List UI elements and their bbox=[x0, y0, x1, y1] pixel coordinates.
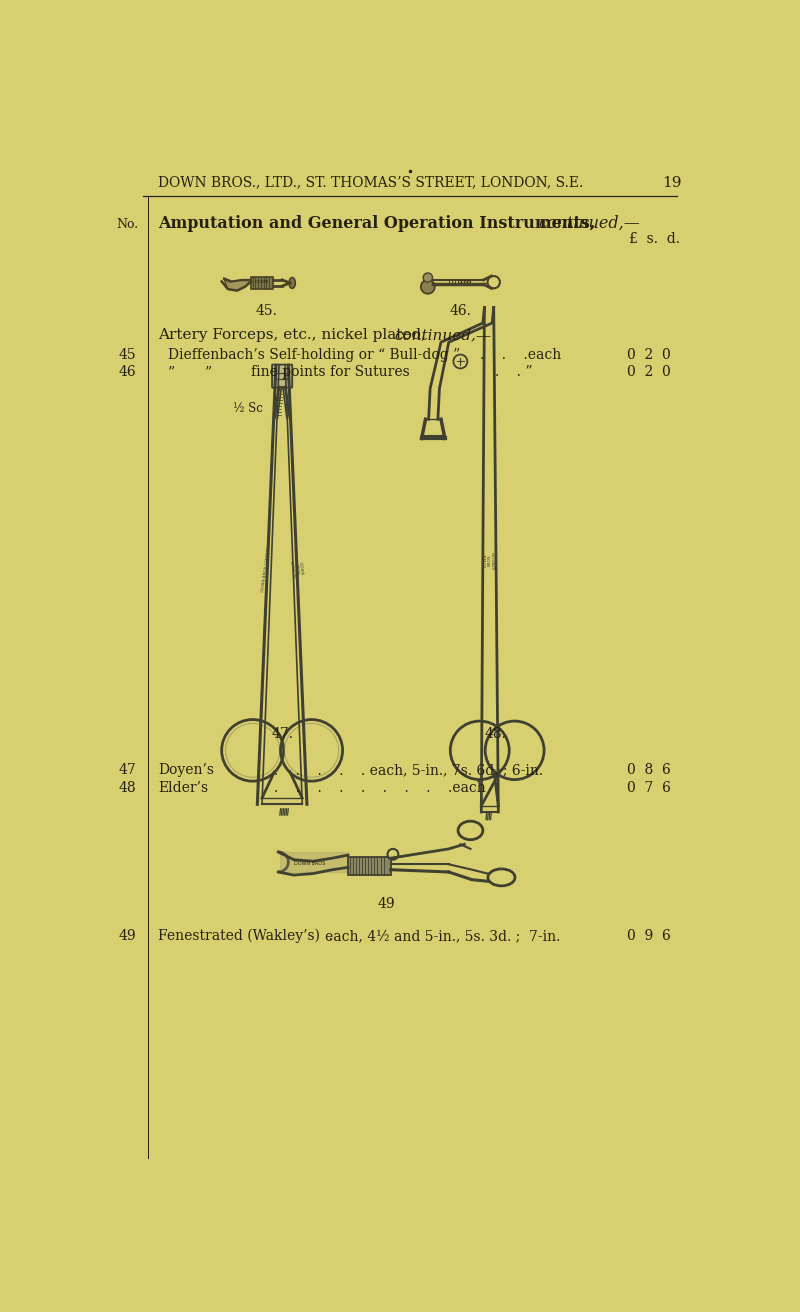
Text: 46: 46 bbox=[118, 365, 136, 379]
Text: 49: 49 bbox=[118, 929, 136, 943]
Text: DOWN: DOWN bbox=[255, 281, 269, 285]
Text: No.: No. bbox=[116, 218, 138, 231]
Text: .    .    .    .    . each, 5-in., 7s. 6d. ; 6-in.: . . . . . each, 5-in., 7s. 6d. ; 6-in. bbox=[274, 764, 543, 778]
Text: Artery Forceps, etc., nickel plated,: Artery Forceps, etc., nickel plated, bbox=[158, 328, 426, 342]
Text: .    . ”: . . ” bbox=[495, 365, 533, 379]
Ellipse shape bbox=[289, 278, 295, 289]
Text: Fenestrated (Wakley’s)  .: Fenestrated (Wakley’s) . bbox=[158, 929, 333, 943]
Text: Doyen’s: Doyen’s bbox=[158, 764, 214, 778]
Text: 0  7  6: 0 7 6 bbox=[627, 781, 671, 795]
Text: ”: ” bbox=[205, 365, 212, 379]
Text: 45.: 45. bbox=[256, 304, 278, 318]
Text: DOWN
BROS
LONDON: DOWN BROS LONDON bbox=[483, 551, 497, 569]
Text: 0  2  0: 0 2 0 bbox=[627, 349, 670, 362]
Text: 45: 45 bbox=[118, 349, 136, 362]
Text: 49: 49 bbox=[378, 896, 395, 911]
Text: 46.: 46. bbox=[450, 304, 471, 318]
Text: DOWN BROS LONDON: DOWN BROS LONDON bbox=[262, 547, 272, 592]
Text: .    .    .each: . . .each bbox=[480, 349, 561, 362]
Circle shape bbox=[387, 849, 398, 859]
Text: continued,—: continued,— bbox=[538, 215, 641, 232]
Text: 47: 47 bbox=[118, 764, 136, 778]
Text: DOWN
BROS
LONDON: DOWN BROS LONDON bbox=[288, 560, 304, 579]
Bar bbox=[348, 857, 390, 875]
Circle shape bbox=[454, 354, 467, 369]
Text: ½ Sc: ½ Sc bbox=[234, 403, 263, 416]
Text: ”: ” bbox=[168, 365, 175, 379]
Text: 47.: 47. bbox=[271, 727, 293, 741]
Text: each, 4½ and 5-in., 5s. 3d. ;  7-in.: each, 4½ and 5-in., 5s. 3d. ; 7-in. bbox=[325, 929, 560, 943]
Text: 0  8  6: 0 8 6 bbox=[627, 764, 670, 778]
Bar bbox=[251, 277, 273, 289]
Text: DOWN BROS: DOWN BROS bbox=[294, 861, 325, 866]
Text: fine points for Sutures: fine points for Sutures bbox=[251, 365, 410, 379]
Text: 0  2  0: 0 2 0 bbox=[627, 365, 670, 379]
Polygon shape bbox=[224, 279, 251, 291]
Text: 48: 48 bbox=[118, 781, 136, 795]
FancyBboxPatch shape bbox=[272, 365, 292, 387]
Text: DOWN BROS., LTD., ST. THOMAS’S STREET, LONDON, S.E.: DOWN BROS., LTD., ST. THOMAS’S STREET, L… bbox=[158, 176, 583, 190]
Text: £  s.  d.: £ s. d. bbox=[630, 232, 680, 247]
Circle shape bbox=[423, 273, 433, 282]
Text: 48.: 48. bbox=[484, 727, 506, 741]
Text: continued,—: continued,— bbox=[394, 328, 492, 342]
Text: .    .    .    .    .    .    .    .    .each: . . . . . . . . .each bbox=[274, 781, 486, 795]
Circle shape bbox=[421, 279, 435, 294]
Text: DOWN: DOWN bbox=[457, 281, 471, 285]
Text: Dieffenbach’s Self-holding or “ Bull-dog ”: Dieffenbach’s Self-holding or “ Bull-dog… bbox=[168, 349, 461, 362]
Text: 19: 19 bbox=[662, 176, 682, 190]
Text: Amputation and General Operation Instruments,: Amputation and General Operation Instrum… bbox=[158, 215, 601, 232]
Text: Elder’s: Elder’s bbox=[158, 781, 208, 795]
Text: 0  9  6: 0 9 6 bbox=[627, 929, 670, 943]
